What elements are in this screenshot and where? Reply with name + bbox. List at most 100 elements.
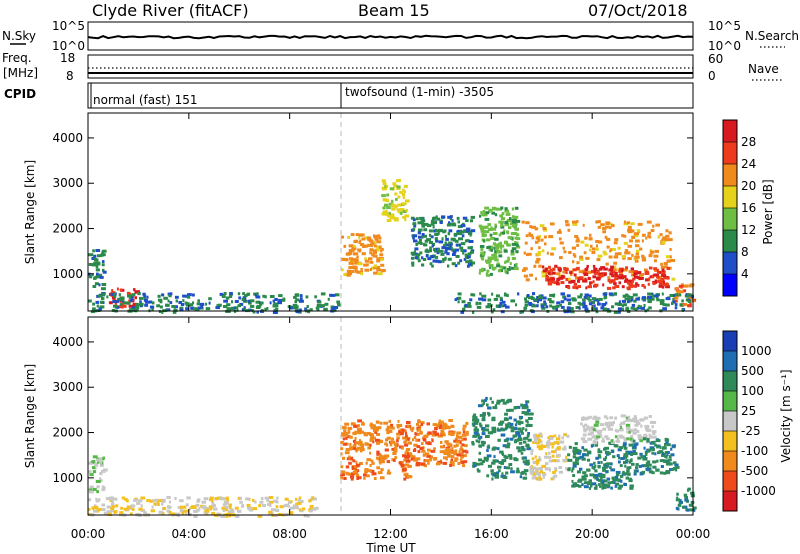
heatmap-cell [663, 262, 668, 265]
heatmap-cell [552, 294, 555, 298]
y-tick-label: 2000 [52, 222, 83, 236]
heatmap-cell [633, 428, 638, 432]
heatmap-cell [465, 260, 470, 264]
heatmap-cell [272, 311, 278, 314]
heatmap-cell [584, 293, 590, 297]
heatmap-cell [360, 272, 363, 276]
heatmap-cell [435, 215, 438, 219]
heatmap-cell [436, 251, 440, 255]
heatmap-cell [626, 294, 629, 297]
heatmap-cell [656, 270, 660, 274]
heatmap-cell [113, 510, 117, 514]
heatmap-cell [558, 228, 561, 232]
heatmap-cell [633, 299, 637, 303]
heatmap-cell [460, 249, 464, 252]
heatmap-cell [666, 443, 671, 447]
heatmap-cell [277, 301, 282, 305]
heatmap-cell [255, 306, 261, 309]
heatmap-cell [484, 206, 490, 210]
heatmap-cell [538, 246, 541, 250]
heatmap-cell [505, 466, 510, 470]
heatmap-cell [567, 458, 573, 462]
heatmap-cell [652, 465, 657, 469]
heatmap-cell [418, 427, 421, 431]
heatmap-cell [372, 251, 377, 254]
heatmap-cell [665, 303, 670, 307]
heatmap-cell [453, 444, 457, 448]
heatmap-cell [403, 455, 408, 458]
heatmap-cell [440, 431, 445, 435]
colorbar-tick-label: 24 [741, 157, 756, 171]
heatmap-cell [188, 507, 191, 511]
heatmap-cell [438, 249, 444, 253]
heatmap-cell [499, 302, 503, 305]
heatmap-cell [212, 504, 216, 508]
heatmap-cell [523, 437, 526, 441]
heatmap-cell [417, 221, 423, 225]
heatmap-cell [355, 463, 361, 467]
heatmap-cell [393, 204, 397, 208]
heatmap-cell [576, 470, 581, 474]
heatmap-cell [456, 435, 461, 439]
heatmap-cell [628, 466, 632, 470]
heatmap-cell [545, 276, 550, 279]
heatmap-cell [647, 296, 653, 299]
heatmap-cell [387, 429, 391, 433]
heatmap-cell [413, 443, 418, 447]
heatmap-cell [584, 307, 589, 311]
heatmap-cell [583, 448, 588, 452]
heatmap-cell [506, 268, 511, 271]
heatmap-cell [496, 264, 501, 268]
heatmap-cell [428, 229, 433, 233]
heatmap-cell [373, 249, 377, 253]
heatmap-cell [500, 398, 505, 402]
heatmap-cell [689, 508, 694, 512]
heatmap-cell [517, 434, 522, 438]
heatmap-cell [375, 438, 380, 442]
heatmap-cell [592, 466, 596, 470]
heatmap-cell [549, 280, 554, 284]
heatmap-cell [173, 308, 178, 312]
heatmap-cell [461, 443, 465, 447]
heatmap-cell [589, 294, 592, 298]
heatmap-cell [510, 426, 515, 430]
heatmap-cell [501, 220, 504, 224]
heatmap-cell [376, 466, 380, 470]
heatmap-cell [293, 295, 297, 299]
heatmap-cell [491, 426, 496, 430]
heatmap-cell [623, 241, 628, 245]
heatmap-cell [511, 247, 517, 251]
heatmap-cell [486, 259, 492, 263]
heatmap-cell [427, 257, 432, 261]
heatmap-cell [264, 295, 267, 299]
heatmap-cell [549, 304, 553, 308]
heatmap-cell [289, 306, 293, 310]
heatmap-cell [575, 448, 580, 452]
heatmap-cell [150, 509, 155, 513]
heatmap-cell [510, 429, 515, 433]
heatmap-cell [430, 455, 433, 459]
heatmap-cell [347, 448, 350, 451]
heatmap-cell [352, 459, 356, 463]
heatmap-cell [662, 307, 667, 311]
heatmap-cell [652, 448, 655, 451]
heatmap-cell [547, 298, 552, 301]
heatmap-cell [354, 269, 359, 273]
heatmap-cell [402, 215, 407, 219]
colorbar-tick-label: 500 [741, 364, 764, 378]
heatmap-cell [568, 445, 572, 449]
heatmap-cell [468, 240, 474, 243]
heatmap-cell [479, 214, 482, 218]
heatmap-cell [298, 496, 302, 500]
heatmap-cell [419, 431, 423, 435]
heatmap-cell [458, 450, 461, 454]
heatmap-cell [562, 295, 566, 299]
heatmap-cell [653, 267, 658, 271]
heatmap-cell [431, 244, 434, 248]
heatmap-cell [501, 472, 504, 476]
heatmap-cell [523, 411, 529, 415]
heatmap-cell [120, 298, 125, 302]
heatmap-cell [432, 423, 438, 427]
heatmap-cell [582, 416, 585, 420]
heatmap-cell [515, 263, 518, 266]
